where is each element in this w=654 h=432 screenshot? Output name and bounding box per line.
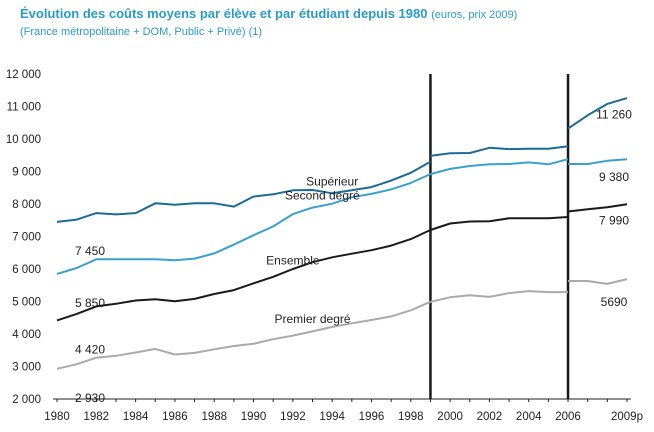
series-line — [56, 300, 431, 370]
chart-title-unit: (euros, prix 2009) — [431, 9, 518, 21]
series-line — [56, 173, 431, 275]
series-breaks — [429, 74, 570, 399]
series-line — [430, 290, 568, 303]
x-tick-label: 1988 — [201, 411, 227, 423]
x-axis: 1980 1982 1984 1986 1988 1990 1992 1994 1996 1998… — [44, 398, 643, 423]
series-name-label: Ensemble — [266, 253, 320, 267]
x-tick-label: 2002 — [477, 411, 503, 423]
chart-title: Évolution des coûts moyens par élève et … — [20, 6, 517, 21]
series-line — [568, 158, 628, 165]
series-line — [430, 145, 569, 157]
y-tick-label: 2 000 — [12, 394, 41, 406]
series-name-label: Second degré — [285, 188, 360, 202]
y-tick-label: 9 000 — [12, 167, 41, 179]
series-line — [56, 229, 431, 322]
series-name-label: Premier degré — [275, 312, 351, 326]
x-tick-label: 2000 — [437, 411, 463, 423]
series-line — [430, 216, 569, 231]
y-tick-label: 8 000 — [12, 199, 41, 211]
y-tick-label: 12 000 — [6, 69, 41, 81]
series-start-value: 5 850 — [75, 296, 105, 310]
x-tick-label: 1986 — [162, 411, 188, 423]
series-line — [567, 203, 628, 213]
x-tick-label: 1980 — [44, 411, 70, 423]
series-line — [430, 158, 569, 176]
chart-title-text: Évolution des coûts moyens par élève et … — [20, 6, 428, 21]
y-tick-label: 10 000 — [6, 134, 41, 146]
series-start-value: 4 420 — [75, 343, 105, 357]
x-tick-label: 2009p — [611, 411, 643, 423]
x-tick-label: 1994 — [319, 411, 345, 423]
y-tick-label: 11 000 — [7, 102, 41, 114]
x-tick-label: 1992 — [280, 411, 306, 423]
y-axis-ticks: 2 000 3 000 4 000 5 000 6 000 7 000 8 000 9 000… — [6, 69, 41, 406]
series-labels: Supérieur 7 450 11 260 Second degré 5 850 9 3… — [75, 107, 632, 405]
series-line — [567, 97, 628, 130]
chart-subtitle: (France métropolitaine + DOM, Public + P… — [20, 26, 263, 38]
x-tick-label: 2006 — [555, 411, 581, 423]
x-tick-label: 1990 — [241, 411, 267, 423]
y-tick-label: 5 000 — [12, 297, 41, 309]
y-tick-label: 7 000 — [12, 232, 41, 244]
x-tick-label: 1984 — [123, 411, 149, 423]
x-tick-label: 1996 — [359, 411, 385, 423]
series-start-value: 7 450 — [75, 244, 105, 258]
series-end-value: 5690 — [601, 295, 628, 309]
y-tick-label: 4 000 — [12, 329, 41, 341]
series-end-value: 11 260 — [596, 107, 632, 121]
y-tick-label: 6 000 — [12, 264, 41, 276]
series-name-label: Supérieur — [306, 174, 358, 188]
series-end-value: 7 990 — [599, 214, 629, 228]
series-end-value: 9 380 — [599, 170, 629, 184]
y-tick-label: 3 000 — [12, 362, 41, 374]
series-line — [56, 160, 431, 223]
series-start-value: 2 930 — [75, 391, 105, 405]
series-line — [568, 278, 628, 285]
x-tick-label: 2004 — [516, 411, 542, 423]
x-tick-label: 1998 — [398, 411, 424, 423]
x-tick-label: 1982 — [84, 411, 110, 423]
series-lines — [56, 97, 628, 370]
